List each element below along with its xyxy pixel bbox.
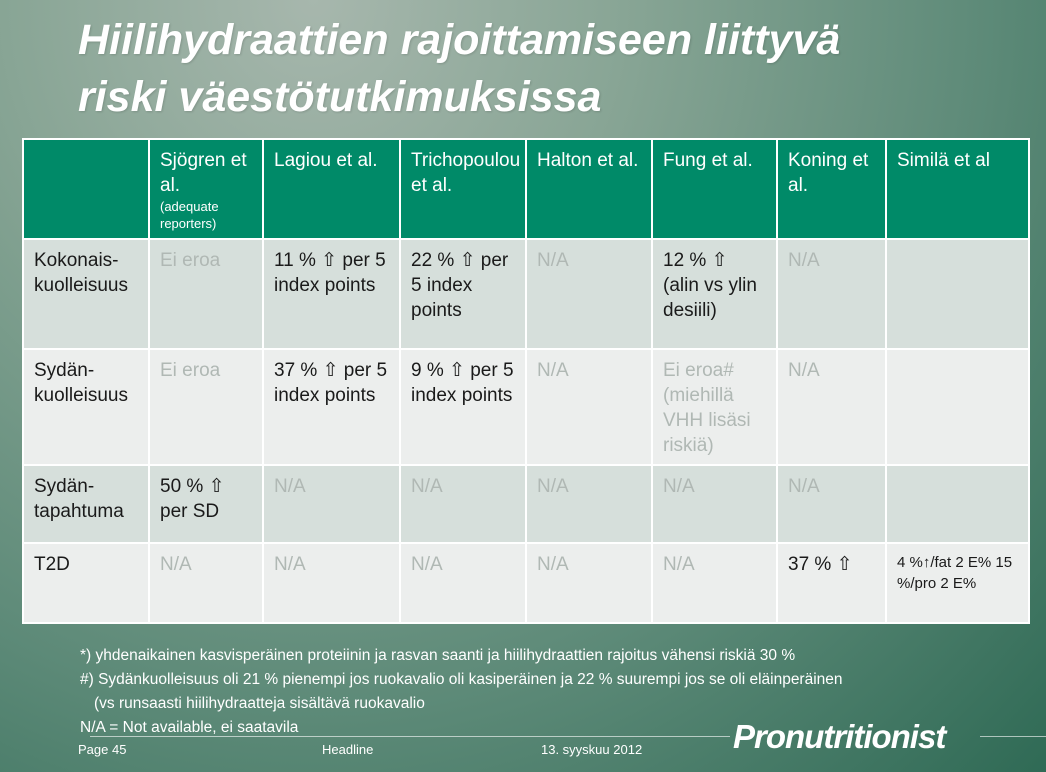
footer-headline: Headline [322,742,374,757]
table-cell: N/A [525,238,653,350]
slide-title: Hiilihydraattien rajoittamiseen liittyvä… [78,12,1018,126]
table-cell: N/A [651,464,778,544]
footnote-star: *) yhdenaikainen kasvisperäinen proteiin… [80,647,796,664]
footer-divider-right [980,736,1046,737]
table-cell: N/A [525,348,653,466]
table-cell: 4 %↑/fat 2 E% 15 %/pro 2 E% [885,542,1030,624]
header-simila: Similä et al [885,138,1030,240]
header-koning: Koning et al. [776,138,887,240]
table-row: T2D N/A N/A N/A N/A N/A 37 % ⇧ 4 %↑/fat … [22,542,1030,624]
table-cell: N/A [399,464,527,544]
row-label: Sydän-kuolleisuus [22,348,150,466]
table-cell: 50 % ⇧ per SD [148,464,264,544]
footer-divider-left [90,736,730,737]
study-table: Sjögren et al. (adequate reporters) Lagi… [22,138,1030,624]
header-lagiou: Lagiou et al. [262,138,401,240]
pronutritionist-logo: Pronutritionist [733,718,946,755]
row-label: T2D [22,542,150,624]
table-cell: 37 % ⇧ per 5 index points [262,348,401,466]
table-row: Sydän-tapahtuma 50 % ⇧ per SD N/A N/A N/… [22,464,1030,544]
table-cell: 12 % ⇧ (alin vs ylin desiili) [651,238,778,350]
header-sjogren-sub: (adequate reporters) [160,199,219,231]
table-cell: 9 % ⇧ per 5 index points [399,348,527,466]
table-cell: N/A [776,464,887,544]
table-cell: N/A [776,348,887,466]
table-cell: Ei eroa# (miehillä VHH lisäsi riskiä) [651,348,778,466]
table-cell: N/A [776,238,887,350]
footnote-hash-cont: (vs runsaasti hiilihydraatteja sisältävä… [94,695,425,712]
table-cell: 22 % ⇧ per 5 index points [399,238,527,350]
table-cell: 37 % ⇧ [776,542,887,624]
footer-date: 13. syyskuu 2012 [541,742,643,757]
footnote-hash: #) Sydänkuolleisuus oli 21 % pienempi jo… [80,671,843,688]
table-cell: N/A [262,464,401,544]
table-cell [885,238,1030,350]
footnote-na: N/A = Not available, ei saatavila [80,719,299,736]
table-cell: N/A [525,542,653,624]
header-sjogren: Sjögren et al. (adequate reporters) [148,138,264,240]
row-label: Sydän-tapahtuma [22,464,150,544]
row-label: Kokonais-kuolleisuus [22,238,150,350]
table-cell: N/A [262,542,401,624]
table-cell: Ei eroa [148,348,264,466]
header-empty [22,138,150,240]
table-cell: Ei eroa [148,238,264,350]
table-cell: N/A [651,542,778,624]
table-cell: 11 % ⇧ per 5 index points [262,238,401,350]
table-cell: N/A [525,464,653,544]
title-line-2: riski väestötutkimuksissa [78,73,602,121]
header-trichopoulou: Trichopoulou et al. [399,138,527,240]
table-header-row: Sjögren et al. (adequate reporters) Lagi… [22,138,1030,240]
header-fung: Fung et al. [651,138,778,240]
table-row: Kokonais-kuolleisuus Ei eroa 11 % ⇧ per … [22,238,1030,350]
table-cell: N/A [399,542,527,624]
header-halton: Halton et al. [525,138,653,240]
table-cell: N/A [148,542,264,624]
title-line-1: Hiilihydraattien rajoittamiseen liittyvä [78,16,841,64]
table-cell [885,348,1030,466]
footnotes: *) yhdenaikainen kasvisperäinen proteiin… [80,644,1020,740]
table-cell [885,464,1030,544]
table-row: Sydän-kuolleisuus Ei eroa 37 % ⇧ per 5 i… [22,348,1030,466]
footer-page: Page 45 [78,742,127,757]
